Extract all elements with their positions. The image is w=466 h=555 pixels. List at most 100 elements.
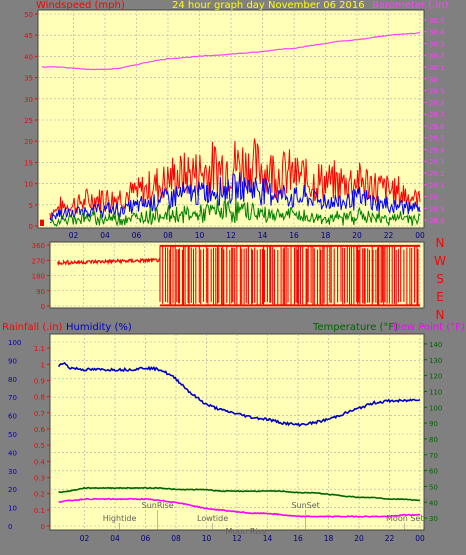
tick-label: 02 <box>80 534 90 543</box>
tick-label: 0 <box>29 223 33 231</box>
tick-label: 02 <box>69 231 79 240</box>
tick-label: 22 <box>385 534 395 543</box>
humidity-label: Humidity (%) <box>66 322 132 333</box>
tick-label: 30.3 <box>429 40 445 48</box>
rainfall-label: Rainfall (.in) <box>2 322 63 333</box>
temperature-axis: 30 40 50 60 70 80 90 100 110 120 130 140 <box>424 341 442 523</box>
tick-label: 28.8 <box>429 217 445 225</box>
tick-label: 06 <box>141 534 151 543</box>
tick-label: 08 <box>171 534 181 543</box>
tick-label: 30.2 <box>429 52 445 60</box>
tick-label: 29.6 <box>429 123 445 131</box>
tick-label: 20 <box>8 486 17 494</box>
tick-label: 100 <box>429 404 442 412</box>
tick-label: 360 <box>32 242 45 250</box>
tick-label: 70 <box>429 452 438 460</box>
tick-label: 00 <box>415 231 425 240</box>
barometer-label: Barometer (.in) <box>372 0 448 11</box>
tick-label: 12 <box>232 534 242 543</box>
tick-label: 0.4 <box>34 458 46 466</box>
humidity-line <box>57 361 421 428</box>
compass-label: S <box>436 272 444 286</box>
tick-label: 16 <box>293 534 303 543</box>
tick-label: 29.7 <box>429 111 445 119</box>
wind-left-axis: 0 5 10 15 20 25 30 35 40 45 50 <box>24 11 38 231</box>
event-label: SunSet <box>291 501 319 510</box>
tick-label: 16 <box>289 231 299 240</box>
tick-label: 30 <box>429 515 438 523</box>
tick-label: 50 <box>8 431 17 439</box>
tick-label: 08 <box>163 231 173 240</box>
tick-label: 0.5 <box>34 442 45 450</box>
tick-label: 04 <box>110 534 120 543</box>
tick-label: 140 <box>429 341 442 349</box>
wind-low-line <box>49 199 421 228</box>
tick-label: 30 <box>429 76 438 84</box>
compass-label: E <box>436 290 444 304</box>
barometer-line <box>41 32 421 71</box>
humidity-grid <box>50 334 424 530</box>
tick-label: 18 <box>324 534 334 543</box>
event-label: Moon Rise <box>226 527 267 536</box>
tick-label: 30 <box>8 468 17 476</box>
tick-label: 0.1 <box>34 507 45 515</box>
tick-label: 18 <box>321 231 331 240</box>
tick-label: 0.7 <box>34 410 45 418</box>
event-label: Moon Set <box>386 514 423 523</box>
tick-label: 100 <box>8 339 21 347</box>
event-label: Hightide <box>103 514 137 523</box>
wind-start-bar <box>40 219 44 226</box>
tick-label: 0.8 <box>34 394 45 402</box>
windspeed-label: Windspeed (mph) <box>36 0 125 11</box>
tick-label: 45 <box>24 32 33 40</box>
dewpoint-line <box>58 497 421 518</box>
tick-label: 110 <box>429 388 442 396</box>
wind-average-line <box>49 171 421 221</box>
tick-label: 06 <box>132 231 142 240</box>
tick-label: 90 <box>429 420 438 428</box>
tick-label: 50 <box>429 483 438 491</box>
tick-label: 0 <box>41 303 45 311</box>
event-label: Lowtide <box>197 514 228 523</box>
humidity-axis: 0 10 20 30 40 50 60 70 80 90 100 <box>8 339 21 531</box>
tick-label: 10 <box>195 231 205 240</box>
tick-label: 04 <box>100 231 110 240</box>
wind-gust-line <box>49 138 421 220</box>
wind-series <box>40 32 421 228</box>
direction-left-axis: 0 90 180 270 360 <box>32 242 50 311</box>
tick-label: 30 <box>24 96 33 104</box>
tick-label: 14 <box>263 534 273 543</box>
tick-label: 10 <box>8 505 17 513</box>
tick-label: 30.5 <box>429 17 445 25</box>
direction-steady-line <box>57 257 160 267</box>
tick-label: 29.1 <box>429 182 445 190</box>
tick-label: 0 <box>8 523 12 531</box>
humidity-x-axis: 02 04 06 08 10 12 14 16 18 20 22 00 <box>80 534 425 543</box>
tick-label: 29 <box>429 194 438 202</box>
tick-label: 30.4 <box>429 29 445 37</box>
tick-label: 28.9 <box>429 205 445 213</box>
graph-title: 24 hour graph day November 06 2016 <box>172 0 365 11</box>
rainfall-axis: 0 0.1 0.2 0.3 0.4 0.5 0.6 0.7 0.8 0.9 1 1.1 <box>34 345 50 531</box>
tick-label: 70 <box>8 394 17 402</box>
tick-label: 22 <box>384 231 394 240</box>
tick-label: 25 <box>24 117 33 125</box>
tick-label: 20 <box>354 534 364 543</box>
tick-label: 30.1 <box>429 64 445 72</box>
tick-label: 0.6 <box>34 426 46 434</box>
humidity-series <box>57 361 421 518</box>
tick-label: 40 <box>8 449 17 457</box>
event-label: SunRise <box>142 501 174 510</box>
direction-flip-lines <box>159 245 419 306</box>
tick-label: 40 <box>24 53 33 61</box>
compass-label: W <box>434 254 446 268</box>
tick-label: 10 <box>202 534 212 543</box>
tick-label: 20 <box>352 231 362 240</box>
tick-label: 29.2 <box>429 170 445 178</box>
tick-label: 12 <box>226 231 236 240</box>
tick-label: 40 <box>429 499 438 507</box>
tick-label: 120 <box>429 373 442 381</box>
tick-label: 15 <box>24 159 33 167</box>
tick-label: 0.2 <box>34 491 45 499</box>
